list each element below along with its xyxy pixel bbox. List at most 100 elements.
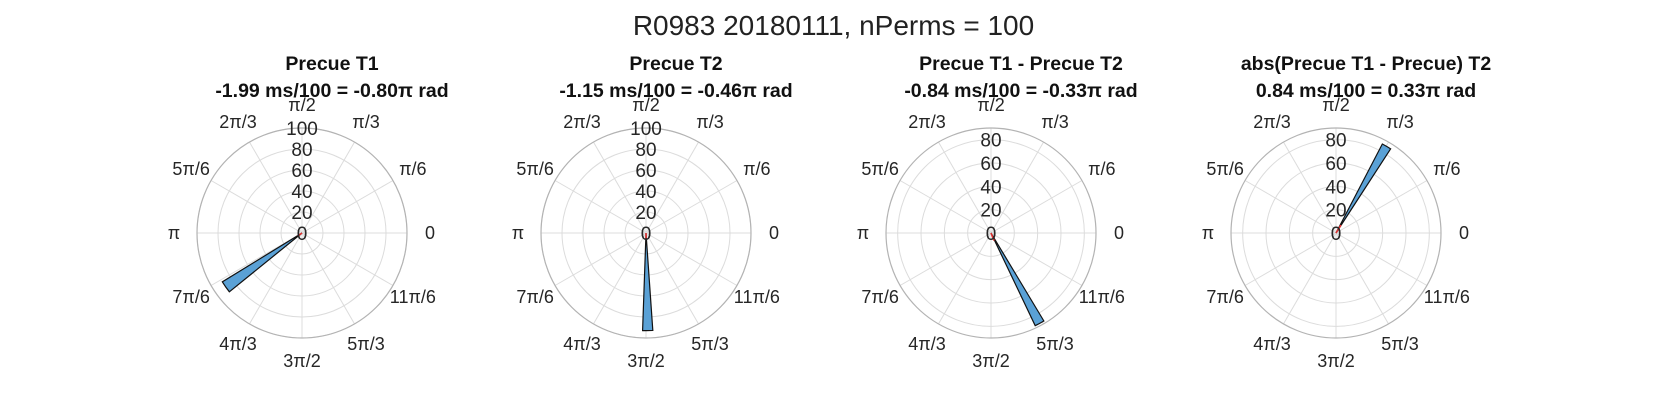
angular-gridline bbox=[1335, 232, 1389, 325]
angular-tick-label: π/6 bbox=[1088, 159, 1115, 179]
angular-tick-label: π/2 bbox=[632, 95, 659, 115]
angular-gridline bbox=[210, 180, 303, 234]
angular-tick-label: 7π/6 bbox=[516, 287, 553, 307]
angular-gridline bbox=[938, 232, 992, 325]
radial-tick-label: 20 bbox=[1325, 201, 1346, 222]
angular-tick-label: 2π/3 bbox=[908, 112, 945, 132]
angular-gridline bbox=[593, 141, 647, 234]
angular-tick-label: 5π/3 bbox=[1036, 334, 1073, 354]
angular-tick-label: 7π/6 bbox=[172, 287, 209, 307]
angular-tick-label: π bbox=[512, 223, 524, 243]
histogram-bin bbox=[1335, 143, 1392, 234]
radial-tick-label: 0 bbox=[1331, 224, 1342, 245]
angular-gridline bbox=[593, 232, 647, 325]
angular-tick-label: 11π/6 bbox=[1079, 287, 1125, 307]
panel-title: Precue T1 bbox=[285, 53, 379, 75]
polar-histogram-3: 0204060800π/6π/3π/22π/35π/6π7π/64π/33π/2… bbox=[857, 95, 1125, 371]
panel-subtitle: 0.84 ms/100 = 0.33π rad bbox=[1255, 80, 1477, 102]
angular-tick-label: 5π/3 bbox=[691, 334, 728, 354]
angular-gridline bbox=[645, 141, 699, 234]
angular-gridline bbox=[1335, 232, 1428, 286]
angular-tick-label: π/2 bbox=[1322, 95, 1349, 115]
angular-tick-label: 5π/6 bbox=[516, 159, 553, 179]
panel-subtitle: -1.99 ms/100 = -0.80π rad bbox=[215, 80, 449, 102]
radial-tick-label: 60 bbox=[635, 161, 656, 182]
angular-tick-label: π/6 bbox=[399, 159, 426, 179]
panel-title: abs(Precue T1 - Precue) T2 bbox=[1240, 53, 1492, 75]
angular-gridline bbox=[645, 232, 738, 286]
panel-subtitle: -0.84 ms/100 = -0.33π rad bbox=[904, 80, 1138, 102]
angular-gridline bbox=[990, 180, 1083, 234]
radial-tick-label: 80 bbox=[635, 140, 656, 161]
radial-gridline bbox=[967, 209, 1015, 257]
panel-subtitle: -1.15 ms/100 = -0.46π rad bbox=[559, 80, 793, 102]
radial-gridline bbox=[280, 211, 324, 255]
angular-tick-label: 5π/6 bbox=[172, 159, 209, 179]
angular-gridline bbox=[301, 232, 355, 325]
angular-tick-label: 0 bbox=[769, 223, 779, 243]
radial-tick-label: 80 bbox=[980, 131, 1001, 152]
angular-gridline bbox=[899, 232, 992, 286]
radial-tick-label: 40 bbox=[291, 182, 312, 203]
polar-outer-ring bbox=[196, 127, 408, 339]
angular-tick-label: 5π/3 bbox=[1381, 334, 1418, 354]
polar-outer-ring bbox=[540, 127, 752, 339]
radial-gridline bbox=[1288, 185, 1384, 281]
angular-tick-label: 3π/2 bbox=[627, 351, 664, 371]
radial-tick-label: 80 bbox=[1325, 131, 1346, 152]
histogram-bin bbox=[221, 232, 303, 293]
angular-gridline bbox=[554, 180, 647, 234]
panel-title: Precue T1 - Precue T2 bbox=[919, 53, 1123, 75]
polar-panel-1: Precue T1 -1.99 ms/100 = -0.80π rad 0 20 4… bbox=[167, 0, 497, 417]
radial-tick-label: 40 bbox=[980, 177, 1001, 198]
radial-tick-label: 60 bbox=[291, 161, 312, 182]
mean-vector bbox=[990, 232, 995, 241]
angular-gridline bbox=[1283, 141, 1337, 234]
radial-tick-label: 80 bbox=[291, 140, 312, 161]
angular-tick-label: π/2 bbox=[977, 95, 1004, 115]
angular-tick-label: π/3 bbox=[352, 112, 379, 132]
radial-tick-label: 0 bbox=[297, 224, 308, 245]
angular-tick-label: 4π/3 bbox=[1253, 334, 1290, 354]
angular-tick-label: π/3 bbox=[1041, 112, 1068, 132]
angular-tick-label: 5π/3 bbox=[347, 334, 384, 354]
angular-gridline bbox=[645, 232, 699, 325]
radial-gridline bbox=[943, 185, 1039, 281]
polar-histogram-2: 0204060801000π/6π/3π/22π/35π/6π7π/64π/33… bbox=[512, 95, 780, 371]
angular-tick-label: 4π/3 bbox=[219, 334, 256, 354]
radial-tick-label: 100 bbox=[286, 119, 318, 140]
radial-tick-label: 0 bbox=[986, 224, 997, 245]
angular-gridline bbox=[249, 232, 303, 325]
angular-tick-label: π/3 bbox=[1386, 112, 1413, 132]
angular-gridline bbox=[249, 141, 303, 234]
angular-tick-label: 11π/6 bbox=[1424, 287, 1470, 307]
angular-tick-label: 2π/3 bbox=[563, 112, 600, 132]
angular-tick-label: π/3 bbox=[696, 112, 723, 132]
radial-gridline bbox=[920, 162, 1062, 304]
angular-tick-label: 0 bbox=[425, 223, 435, 243]
mean-vector bbox=[297, 232, 303, 237]
radial-gridline bbox=[217, 148, 387, 318]
radial-tick-label: 60 bbox=[1325, 154, 1346, 175]
radial-gridline bbox=[1265, 162, 1407, 304]
histogram-bin bbox=[641, 232, 654, 332]
angular-gridline bbox=[301, 180, 394, 234]
radial-tick-label: 60 bbox=[980, 154, 1001, 175]
radial-gridline bbox=[1242, 139, 1430, 327]
angular-tick-label: 4π/3 bbox=[908, 334, 945, 354]
angular-tick-label: 11π/6 bbox=[390, 287, 436, 307]
radial-tick-label: 20 bbox=[635, 203, 656, 224]
angular-tick-label: 7π/6 bbox=[861, 287, 898, 307]
radial-tick-label: 40 bbox=[1325, 177, 1346, 198]
angular-tick-label: 5π/6 bbox=[861, 159, 898, 179]
histogram-bin bbox=[990, 232, 1045, 327]
polar-outer-ring bbox=[885, 127, 1097, 339]
radial-tick-label: 20 bbox=[291, 203, 312, 224]
angular-gridline bbox=[1244, 232, 1337, 286]
angular-tick-label: 4π/3 bbox=[563, 334, 600, 354]
polar-histogram-1: 0204060801000π/6π/3π/22π/35π/6π7π/64π/33… bbox=[168, 95, 436, 371]
radial-tick-label: 40 bbox=[635, 182, 656, 203]
radial-tick-label: 0 bbox=[641, 224, 652, 245]
angular-tick-label: 2π/3 bbox=[1253, 112, 1290, 132]
